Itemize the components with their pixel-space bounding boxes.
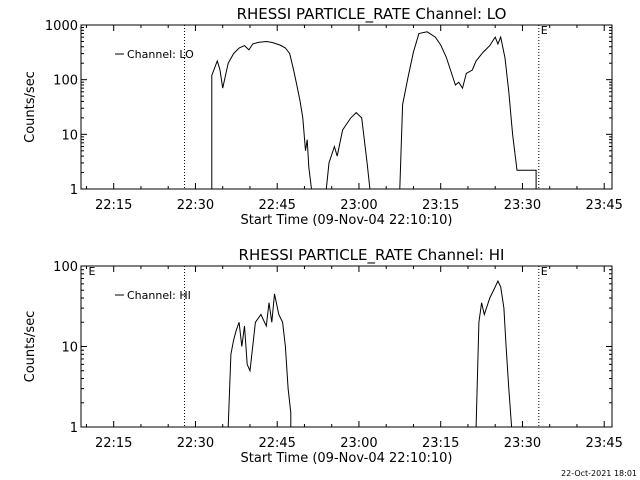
panel1-x-tick-label: 22:30: [177, 436, 214, 451]
panel1-y-tick-label: 1: [70, 421, 78, 436]
panel1-chart-title: RHESSI PARTICLE_RATE Channel: HI: [239, 246, 505, 265]
panel1-legend-label: Channel: HI: [127, 289, 191, 302]
panel0-chart-title: RHESSI PARTICLE_RATE Channel: LO: [237, 5, 507, 24]
panel0-y-tick-label: 100: [53, 74, 78, 89]
panel0-legend-label: Channel: LO: [127, 48, 194, 61]
panel1-x-tick-label: 22:45: [258, 436, 295, 451]
footer-timestamp: 22-Oct-2021 18:01: [561, 469, 637, 478]
panel-hi-channel: RHESSI PARTICLE_RATE Channel: HI 22:15 22:…: [23, 246, 623, 466]
panel0-y-tick-label: 1: [70, 183, 78, 198]
panel0-y-tick-label: 10: [61, 128, 78, 143]
panel0-x-tick-label: 22:15: [95, 198, 132, 213]
panel-lo-channel: RHESSI PARTICLE_RATE Channel: LO 22:15 22:…: [23, 5, 623, 228]
panel1-x-tick-label: 23:30: [504, 436, 541, 451]
panel0-x-tick-label: 23:15: [422, 198, 459, 213]
panel0-x-tick-label: 23:30: [504, 198, 541, 213]
panel1-marker-label: E: [88, 265, 95, 278]
panel1-series-line-segment: [475, 279, 513, 428]
panel1-y-axis-label: Counts/sec: [23, 311, 38, 383]
panel0-marker-label: E: [541, 24, 548, 37]
panel1-marker-label: E: [541, 265, 548, 278]
panel0-x-tick-label: 23:45: [585, 198, 622, 213]
panel1-series-line-segment: [227, 293, 292, 428]
panel0-plot-frame: [80, 24, 613, 190]
panel0-y-tick-label: 1000: [45, 19, 78, 34]
panel0-x-tick-label: 22:45: [258, 198, 295, 213]
panel0-x-axis-label: Start Time (09-Nov-04 22:10:10): [241, 213, 453, 228]
panel1-x-axis-label: Start Time (09-Nov-04 22:10:10): [241, 451, 453, 466]
panel0-y-axis-label: Counts/sec: [23, 71, 38, 143]
panel1-x-tick-label: 23:45: [585, 436, 622, 451]
panel1-x-tick-label: 23:15: [422, 436, 459, 451]
panel0-series-line-segment: [325, 111, 371, 190]
panel1-y-tick-label: 10: [61, 341, 78, 356]
panel1-y-tick-label: 100: [53, 260, 78, 275]
panel0-x-tick-label: 22:30: [177, 198, 214, 213]
panel0-series-line-segment: [399, 31, 537, 190]
panel0-x-tick-label: 23:00: [340, 198, 377, 213]
panel1-x-tick-label: 23:00: [340, 436, 377, 451]
panel0-series-line-segment: [211, 40, 312, 190]
panel1-x-tick-label: 22:15: [95, 436, 132, 451]
